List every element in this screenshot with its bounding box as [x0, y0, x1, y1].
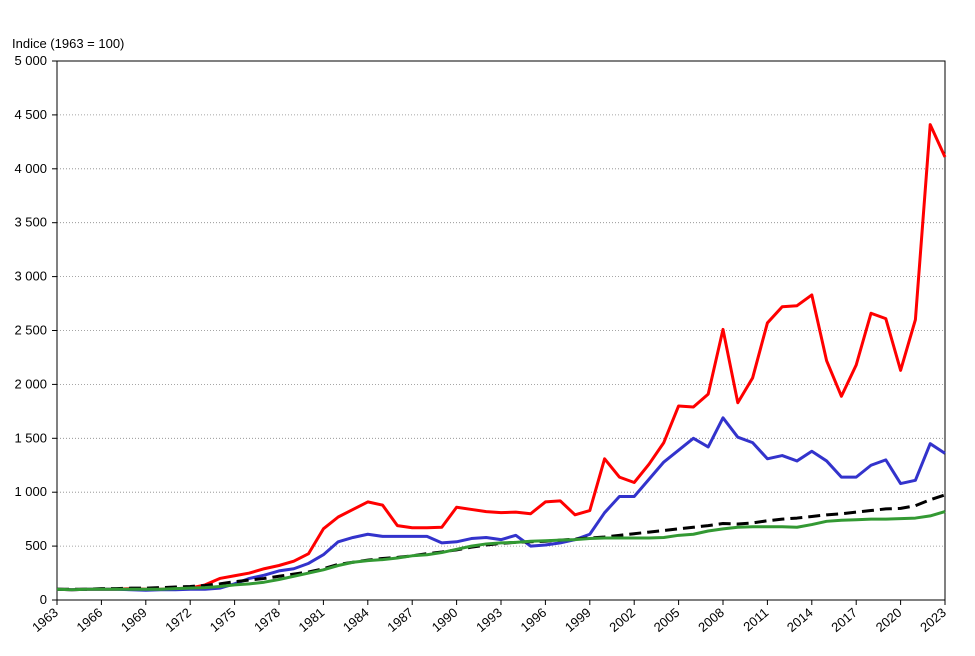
- x-tick-label: 1996: [518, 605, 550, 635]
- x-tick-label: 1978: [251, 605, 283, 635]
- x-tick-label: 1999: [562, 605, 594, 635]
- series-line: [56, 123, 947, 592]
- series-line: [56, 510, 946, 592]
- x-tick-label: 2008: [695, 605, 727, 635]
- x-tick-label: 1981: [296, 605, 328, 635]
- x-tick-label: 1975: [207, 605, 239, 635]
- y-tick-label: 4 500: [14, 107, 47, 122]
- y-tick-label: 500: [25, 538, 47, 553]
- x-tick-label: 1984: [340, 605, 372, 635]
- y-tick-label: 4 000: [14, 161, 47, 176]
- x-tick-label: 1990: [429, 605, 461, 635]
- plot-frame: [56, 60, 946, 601]
- y-tick-label: 3 500: [14, 215, 47, 230]
- y-tick-label: 1 000: [14, 484, 47, 499]
- x-tick-label: 2005: [651, 605, 683, 635]
- x-tick-label: 1966: [74, 605, 106, 635]
- x-tick-label: 2014: [784, 605, 816, 635]
- y-tick-label: 0: [40, 592, 47, 607]
- y-tick-label: 1 500: [14, 430, 47, 445]
- y-axis-label: Indice (1963 = 100): [12, 36, 124, 51]
- y-tick-label: 2 500: [14, 323, 47, 338]
- x-tick-label: 1963: [29, 605, 61, 635]
- series-line: [57, 493, 946, 591]
- x-tick-label: 2017: [828, 605, 860, 635]
- series-line: [56, 416, 946, 592]
- x-tick-label: 1969: [118, 605, 150, 635]
- y-tick-label: 3 000: [14, 269, 47, 284]
- x-tick-label: 1987: [384, 605, 416, 635]
- y-tick-label: 5 000: [14, 53, 47, 68]
- y-tick-label: 2 000: [14, 376, 47, 391]
- x-tick-label: 2002: [606, 605, 638, 635]
- x-tick-label: 2011: [740, 605, 771, 634]
- x-tick-label: 2023: [917, 605, 949, 635]
- x-tick-label: 1993: [473, 605, 505, 635]
- x-tick-label: 1972: [162, 605, 194, 635]
- x-tick-label: 2020: [873, 605, 905, 635]
